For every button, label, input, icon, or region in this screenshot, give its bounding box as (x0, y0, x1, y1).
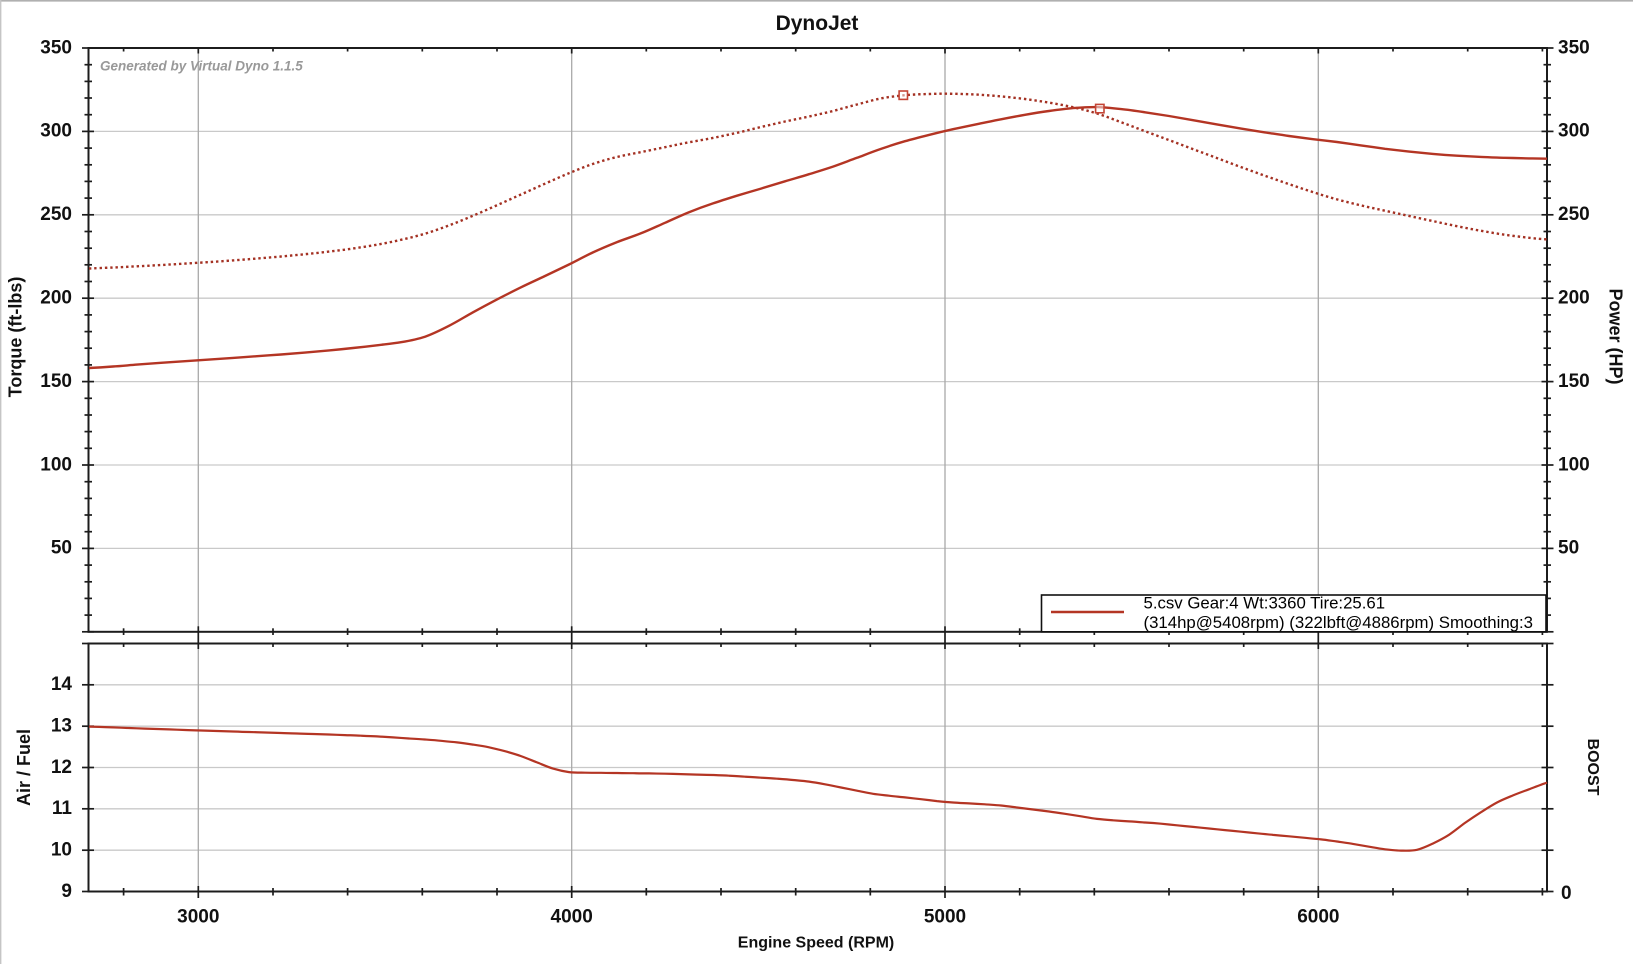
svg-text:5.csv Gear:4 Wt:3360 Tire:25.6: 5.csv Gear:4 Wt:3360 Tire:25.61 (1144, 594, 1386, 613)
svg-text:4000: 4000 (551, 907, 593, 928)
svg-text:Torque (ft-lbs): Torque (ft-lbs) (6, 277, 26, 398)
svg-text:350: 350 (40, 37, 72, 58)
svg-text:10: 10 (51, 839, 72, 860)
svg-text:50: 50 (51, 538, 72, 559)
svg-text:Power (HP): Power (HP) (1606, 288, 1626, 384)
svg-text:100: 100 (40, 454, 72, 475)
svg-text:BOOST: BOOST (1584, 739, 1601, 796)
svg-text:(314hp@5408rpm) (322lbft@4886r: (314hp@5408rpm) (322lbft@4886rpm) Smooth… (1144, 613, 1533, 632)
svg-text:13: 13 (51, 715, 72, 736)
svg-text:300: 300 (40, 121, 72, 142)
svg-text:Generated by Virtual Dyno 1.1.: Generated by Virtual Dyno 1.1.5 (100, 59, 303, 74)
svg-text:12: 12 (51, 757, 72, 778)
svg-text:250: 250 (1558, 204, 1590, 225)
svg-text:5000: 5000 (924, 907, 966, 928)
svg-text:DynoJet: DynoJet (776, 12, 859, 35)
svg-text:Engine Speed (RPM): Engine Speed (RPM) (738, 935, 894, 952)
svg-text:50: 50 (1558, 538, 1579, 559)
svg-text:150: 150 (40, 371, 72, 392)
svg-text:300: 300 (1558, 121, 1590, 142)
svg-text:14: 14 (51, 674, 73, 695)
svg-text:150: 150 (1558, 371, 1590, 392)
svg-text:200: 200 (40, 288, 72, 309)
svg-text:11: 11 (52, 798, 73, 819)
svg-text:100: 100 (1558, 454, 1590, 475)
svg-text:200: 200 (1558, 288, 1590, 309)
svg-text:Air / Fuel: Air / Fuel (14, 729, 34, 806)
svg-text:6000: 6000 (1297, 907, 1339, 928)
svg-text:9: 9 (61, 881, 72, 902)
svg-text:3000: 3000 (177, 907, 219, 928)
svg-text:250: 250 (40, 204, 72, 225)
svg-text:0: 0 (1561, 883, 1572, 904)
svg-text:350: 350 (1558, 37, 1590, 58)
